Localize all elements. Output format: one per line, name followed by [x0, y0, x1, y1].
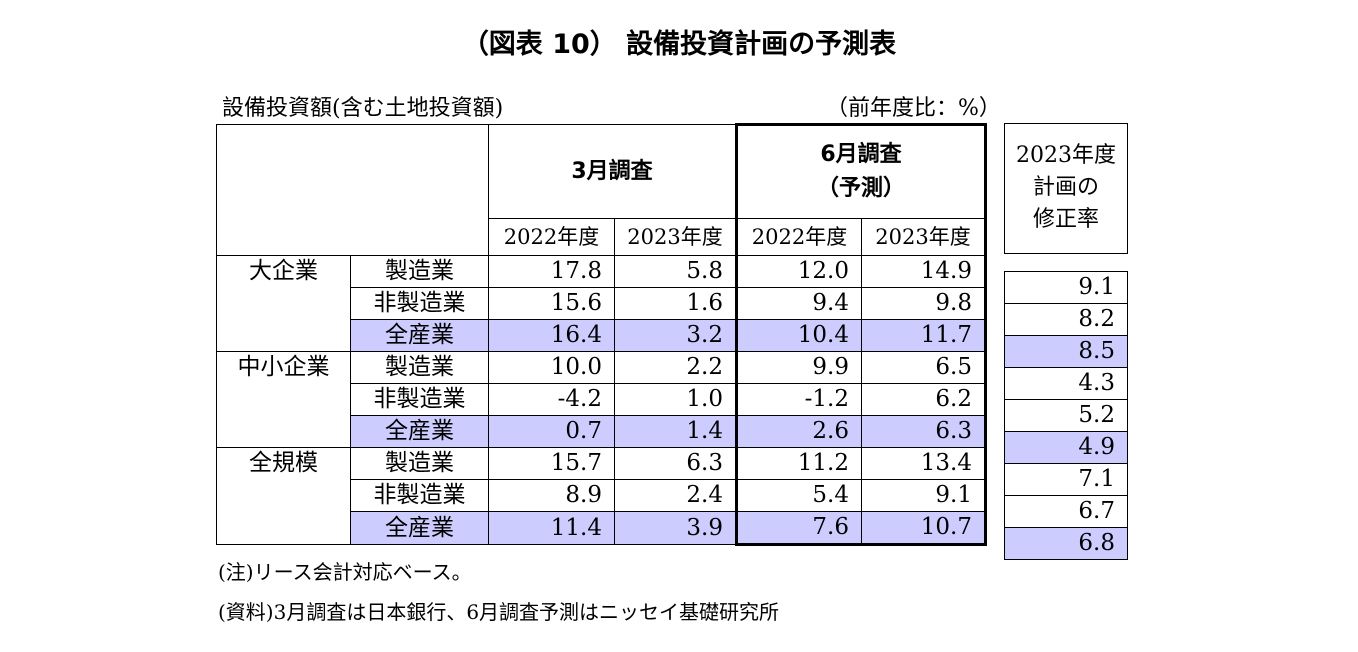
value-cell: 16.4 [488, 319, 615, 352]
value-cell: 15.6 [488, 287, 615, 320]
category-cell: 中小企業 [216, 351, 351, 448]
sector-cell: 非製造業 [350, 479, 489, 512]
value-cell: 10.0 [488, 351, 615, 384]
sector-cell: 製造業 [350, 255, 489, 288]
value-cell: 15.7 [488, 447, 615, 480]
sector-cell: 全産業 [350, 319, 489, 352]
value-cell: 0.7 [488, 415, 615, 448]
value-cell: -1.2 [735, 383, 862, 416]
value-cell: 11.2 [735, 447, 862, 480]
revision-value-cell: 8.2 [1004, 303, 1128, 336]
header-june-line1: 6月調査 [820, 142, 902, 167]
value-cell: 3.9 [614, 511, 737, 545]
revision-row: 9.1 [1004, 271, 1128, 304]
table-row: 全産業 0.7 1.4 2.6 6.3 [217, 415, 987, 448]
value-cell: 1.4 [614, 415, 737, 448]
revision-value-cell: 6.8 [1004, 527, 1128, 560]
value-cell: 10.7 [861, 511, 987, 546]
value-cell: 6.5 [861, 351, 987, 384]
value-cell: 1.0 [614, 383, 737, 416]
value-cell: 9.8 [861, 287, 987, 320]
revision-header-line1: 2023年度 [1016, 143, 1116, 168]
sector-cell: 製造業 [350, 351, 489, 384]
note-source: (資料)3月調査は日本銀行、6月調査予測はニッセイ基礎研究所 [218, 600, 780, 624]
header-june-survey: 6月調査 （予測） [735, 123, 987, 219]
revision-table: 2023年度 計画の 修正率 9.1 8.2 8.5 4.3 5.2 4.9 7.1 6.7 6… [1004, 123, 1128, 560]
value-cell: 3.2 [614, 319, 737, 352]
value-cell: 14.9 [861, 255, 987, 288]
table-row: 全産業 11.4 3.9 7.6 10.7 [217, 511, 987, 546]
revision-row: 4.9 [1004, 431, 1128, 464]
value-cell: 11.4 [488, 511, 615, 545]
header-march-survey: 3月調査 [488, 124, 737, 219]
header-june-fy2022: 2022年度 [735, 218, 862, 256]
forecast-table: 3月調査 6月調査 （予測） 2022年度 2023年度 2022年度 2023… [216, 123, 987, 546]
table-row: 大企業 製造業 17.8 5.8 12.0 14.9 [216, 255, 987, 352]
revision-body: 9.1 8.2 8.5 4.3 5.2 4.9 7.1 6.7 6.8 [1004, 271, 1128, 560]
value-cell: 6.2 [861, 383, 987, 416]
sector-cell: 非製造業 [350, 383, 489, 416]
unit-label: （前年度比：%） [826, 96, 1001, 121]
value-cell: 11.7 [861, 319, 987, 352]
table-body: 大企業 製造業 17.8 5.8 12.0 14.9 非製造業 15.6 1.6 9.4 9.8 全産… [216, 255, 987, 546]
revision-value-cell: 9.1 [1004, 271, 1128, 304]
revision-value-cell: 4.3 [1004, 367, 1128, 400]
revision-value-cell: 8.5 [1004, 335, 1128, 368]
revision-value-cell: 6.7 [1004, 495, 1128, 528]
value-cell: 2.4 [614, 479, 737, 512]
table-row: 全産業 16.4 3.2 10.4 11.7 [217, 319, 987, 352]
value-cell: 6.3 [614, 447, 737, 480]
value-cell: 9.9 [735, 351, 862, 384]
sector-cell: 全産業 [350, 415, 489, 448]
sector-cell: 全産業 [350, 511, 489, 545]
value-cell: 1.6 [614, 287, 737, 320]
note-lease: (注)リース会計対応ベース。 [218, 560, 472, 584]
value-cell: 2.2 [614, 351, 737, 384]
header-march-fy2022: 2022年度 [488, 218, 615, 256]
revision-row: 6.7 [1004, 495, 1128, 528]
chart-title: （図表 10） 設備投資計画の予測表 [461, 29, 897, 60]
table-row: 中小企業 製造業 10.0 2.2 9.9 6.5 [216, 351, 987, 448]
header-june-line2: （予測） [816, 176, 905, 201]
revision-row: 6.8 [1004, 527, 1128, 560]
revision-row: 8.2 [1004, 303, 1128, 336]
table-subtitle: 設備投資額(含む土地投資額) [222, 96, 504, 121]
corner-cell [216, 124, 489, 256]
table-row: 全規模 製造業 15.7 6.3 11.2 13.4 [216, 447, 987, 545]
revision-header: 2023年度 計画の 修正率 [1004, 123, 1128, 254]
value-cell: 8.9 [488, 479, 615, 512]
value-cell: 13.4 [861, 447, 987, 480]
sector-cell: 非製造業 [350, 287, 489, 320]
value-cell: 2.6 [735, 415, 862, 448]
value-cell: 5.8 [614, 255, 737, 288]
revision-row: 4.3 [1004, 367, 1128, 400]
category-cell: 大企業 [216, 255, 351, 352]
category-cell: 全規模 [216, 447, 351, 545]
value-cell: 12.0 [735, 255, 862, 288]
value-cell: 10.4 [735, 319, 862, 352]
revision-value-cell: 4.9 [1004, 431, 1128, 464]
revision-spacer [1004, 253, 1128, 272]
value-cell: 9.1 [861, 479, 987, 512]
value-cell: 17.8 [488, 255, 615, 288]
value-cell: 5.4 [735, 479, 862, 512]
table-row: 非製造業 -4.2 1.0 -1.2 6.2 [217, 383, 987, 416]
revision-row: 7.1 [1004, 463, 1128, 496]
value-cell: 7.6 [735, 511, 862, 546]
value-cell: 9.4 [735, 287, 862, 320]
header-june-fy2023: 2023年度 [861, 218, 987, 256]
revision-value-cell: 7.1 [1004, 463, 1128, 496]
revision-row: 5.2 [1004, 399, 1128, 432]
revision-row: 8.5 [1004, 335, 1128, 368]
revision-header-line3: 修正率 [1032, 207, 1099, 232]
sector-cell: 製造業 [350, 447, 489, 480]
value-cell: -4.2 [488, 383, 615, 416]
revision-value-cell: 5.2 [1004, 399, 1128, 432]
value-cell: 6.3 [861, 415, 987, 448]
header-march-fy2023: 2023年度 [614, 218, 737, 256]
revision-header-line2: 計画の [1032, 175, 1099, 200]
